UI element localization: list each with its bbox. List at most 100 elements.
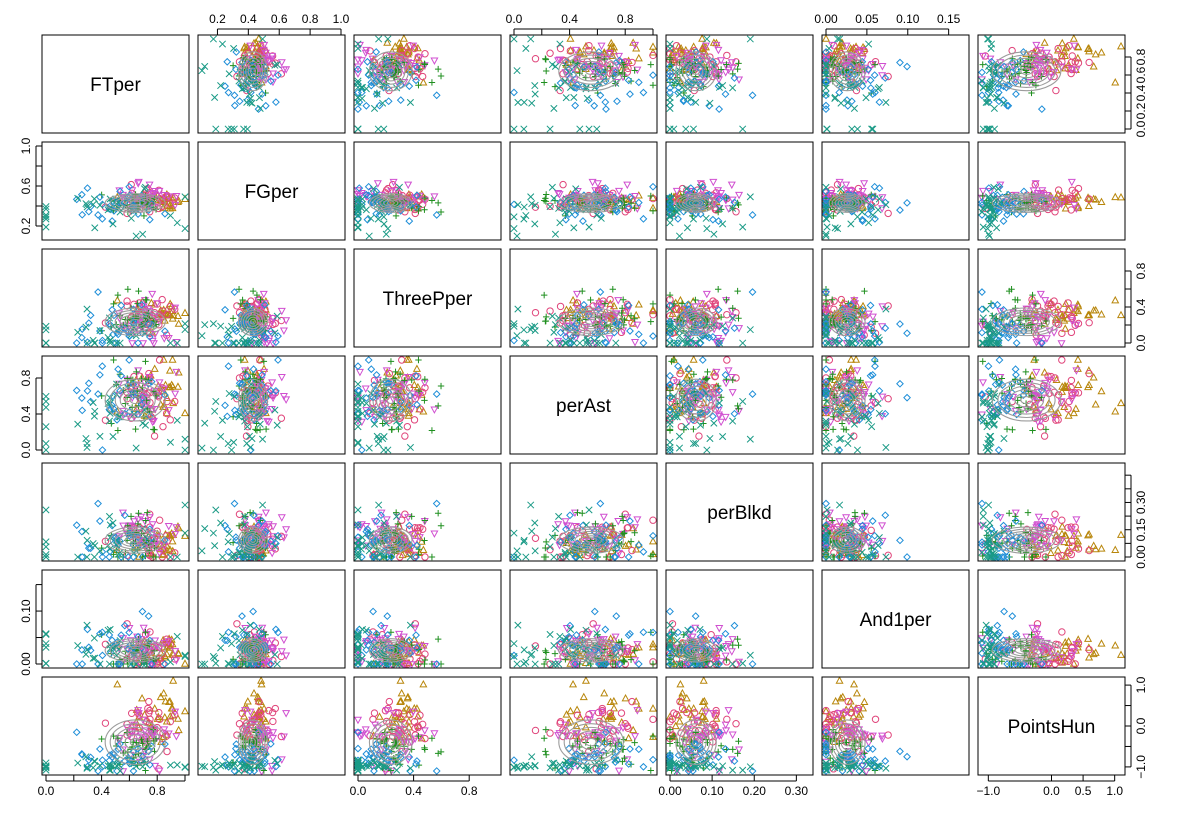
data-point [510, 125, 518, 133]
data-point [1089, 373, 1098, 381]
data-point [277, 414, 286, 422]
data-point [1012, 339, 1021, 347]
data-point [606, 44, 615, 53]
data-point [1116, 192, 1126, 201]
data-point [649, 182, 657, 191]
data-point [699, 47, 707, 55]
data-point [620, 63, 627, 71]
data-point [404, 181, 413, 190]
panel-border [197, 34, 346, 134]
data-point [1032, 41, 1041, 50]
data-point [527, 326, 535, 334]
data-point [230, 101, 239, 110]
data-point [125, 356, 134, 364]
data-point [159, 422, 167, 431]
data-point [570, 93, 578, 101]
data-point [74, 328, 82, 336]
data-point [277, 59, 286, 67]
data-point [1116, 41, 1126, 50]
density-contour [245, 60, 261, 82]
data-point [724, 66, 733, 75]
data-point [576, 70, 583, 77]
data-point [510, 225, 518, 233]
data-point [78, 210, 87, 219]
data-point [384, 35, 392, 43]
data-point [253, 427, 261, 434]
data-point [1084, 201, 1093, 210]
data-point [362, 206, 370, 214]
data-point [353, 63, 363, 71]
data-point [666, 339, 674, 347]
data-point [978, 328, 986, 337]
data-point [666, 125, 674, 133]
data-point [999, 96, 1007, 105]
data-point [224, 326, 232, 334]
data-point [835, 79, 843, 87]
data-point [428, 79, 436, 86]
data-point [703, 446, 711, 454]
data-point [510, 88, 518, 97]
data-point [132, 232, 140, 240]
data-point [114, 291, 122, 299]
data-point [985, 67, 994, 75]
data-point [979, 314, 987, 322]
data-point [173, 219, 181, 227]
data-point [857, 46, 866, 55]
data-point [387, 52, 396, 61]
data-point [698, 356, 707, 364]
panel-border [821, 34, 970, 134]
data-point [258, 90, 267, 99]
data-point [866, 84, 875, 92]
data-point [94, 390, 102, 398]
data-point [401, 432, 409, 440]
data-point [548, 183, 556, 191]
data-point [268, 379, 277, 387]
data-point [1012, 65, 1021, 74]
data-point [837, 99, 845, 107]
data-point [546, 203, 554, 211]
data-point [671, 78, 679, 86]
data-point [698, 34, 707, 42]
data-point [1038, 70, 1047, 78]
data-point [212, 397, 220, 405]
data-point [723, 356, 731, 364]
data-point [255, 94, 263, 102]
data-point [666, 88, 674, 97]
data-point [677, 43, 686, 52]
data-point [362, 46, 371, 55]
data-point [42, 326, 50, 334]
data-point [633, 321, 642, 330]
data-point [1074, 184, 1083, 193]
data-point [881, 74, 890, 82]
data-point [666, 62, 674, 71]
data-point [613, 97, 621, 106]
data-point [361, 49, 370, 58]
data-point [437, 382, 445, 390]
data-point [166, 438, 174, 446]
data-point [730, 409, 739, 418]
data-point [510, 213, 518, 221]
scatter-panel [353, 355, 502, 455]
data-point [232, 48, 241, 56]
data-point [42, 339, 50, 347]
data-point [853, 125, 862, 133]
density-contour [678, 54, 714, 88]
data-point [630, 41, 640, 50]
data-point [634, 300, 643, 308]
data-point [1040, 38, 1049, 46]
data-point [649, 51, 657, 60]
data-point [835, 41, 844, 50]
data-point [822, 78, 830, 87]
data-point [979, 125, 987, 133]
data-point [98, 446, 107, 454]
data-point [748, 91, 757, 100]
density-contour [240, 54, 266, 88]
data-point [379, 99, 387, 107]
data-point [666, 427, 674, 434]
diagonal-panel: perAst [509, 355, 658, 455]
data-point [109, 432, 117, 441]
data-point [626, 327, 634, 335]
data-point [546, 49, 554, 57]
data-point [649, 82, 657, 89]
data-point [1042, 49, 1051, 58]
